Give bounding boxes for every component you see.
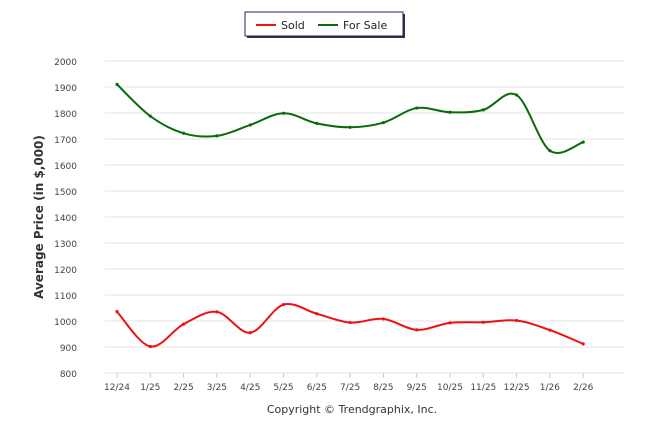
data-point	[315, 312, 319, 316]
y-tick-label: 1200	[54, 266, 77, 276]
x-tick-label: 7/25	[340, 383, 360, 393]
x-tick-label: 1/26	[540, 383, 560, 393]
x-tick-label: 4/25	[240, 383, 260, 393]
data-point	[348, 125, 352, 129]
data-point	[381, 121, 385, 125]
x-tick-label: 9/25	[407, 383, 427, 393]
data-point	[581, 342, 585, 346]
y-tick-label: 1700	[54, 136, 77, 146]
data-point	[415, 328, 419, 332]
x-tick-label: 12/25	[504, 383, 530, 393]
data-point	[315, 121, 319, 125]
data-point	[581, 140, 585, 144]
data-point	[215, 310, 219, 314]
data-point	[115, 82, 119, 86]
data-point	[148, 344, 152, 349]
y-tick-label: 900	[60, 344, 77, 354]
series-line-sold	[116, 302, 584, 348]
data-point	[281, 111, 286, 115]
y-tick-label: 1500	[54, 188, 77, 198]
data-point	[448, 321, 452, 325]
y-tick-label: 2000	[54, 58, 77, 68]
y-tick-label: 1400	[54, 214, 77, 224]
data-point	[548, 328, 552, 332]
legend: Sold For Sale	[244, 11, 405, 38]
series-line-for-sale	[116, 83, 584, 154]
data-point	[448, 110, 452, 114]
data-point	[415, 106, 419, 110]
y-tick-label: 1600	[54, 162, 77, 172]
data-point	[248, 331, 252, 335]
x-tick-label: 5/25	[273, 383, 293, 393]
x-tick-label: 3/25	[207, 383, 227, 393]
y-tick-label: 1100	[54, 292, 77, 302]
data-point	[381, 317, 385, 321]
data-point	[148, 114, 152, 118]
data-point	[281, 303, 286, 307]
y-tick-label: 1300	[54, 240, 77, 250]
x-tick-label: 11/25	[470, 383, 496, 393]
data-point	[182, 322, 186, 326]
x-tick-label: 12/24	[104, 383, 130, 393]
data-point	[348, 320, 352, 325]
data-point	[248, 123, 252, 127]
y-tick-label: 1800	[54, 110, 77, 120]
x-tick-label: 10/25	[437, 383, 463, 393]
x-tick-label: 6/25	[307, 383, 327, 393]
x-tick-label: 2/25	[173, 383, 193, 393]
legend-item-label: Sold	[281, 19, 305, 32]
y-axis-label: Average Price (in $,000)	[32, 135, 46, 299]
copyright-footer: Copyright © Trendgraphix, Inc.	[267, 403, 437, 416]
data-point	[182, 131, 186, 135]
x-tick-label: 2/26	[573, 383, 593, 393]
data-point	[481, 108, 485, 112]
data-point	[215, 134, 219, 138]
data-point	[481, 320, 485, 324]
data-point	[548, 149, 552, 153]
x-tick-label: 1/25	[140, 383, 160, 393]
data-point	[115, 310, 119, 314]
x-tick-label: 8/25	[373, 383, 393, 393]
data-point	[515, 318, 519, 323]
y-tick-label: 1900	[54, 84, 77, 94]
legend-item-label: For Sale	[343, 19, 387, 32]
y-tick-label: 800	[60, 370, 77, 380]
data-point	[515, 93, 519, 97]
y-tick-label: 1000	[54, 318, 77, 328]
